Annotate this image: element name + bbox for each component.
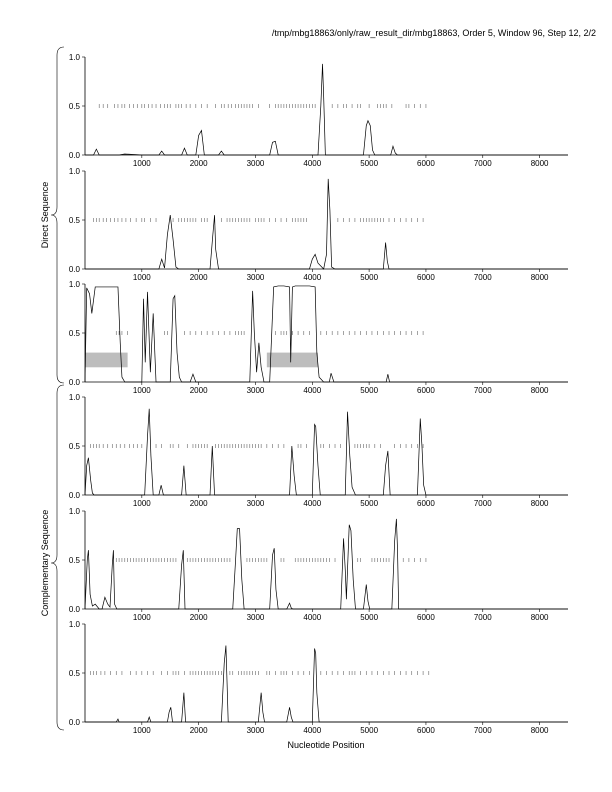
y-tick-label: 1.0 — [69, 167, 81, 176]
x-tick-label: 2000 — [190, 386, 208, 395]
y-tick-label: 0.5 — [69, 442, 81, 451]
figure-title: /tmp/mbg18863/only/raw_result_dir/mbg188… — [272, 28, 596, 38]
x-tick-label: 3000 — [247, 386, 265, 395]
x-tick-label: 5000 — [360, 499, 378, 508]
x-tick-label: 6000 — [417, 726, 435, 735]
x-tick-label: 1000 — [133, 159, 151, 168]
y-tick-label: 0.0 — [69, 605, 81, 614]
x-tick-label: 6000 — [417, 499, 435, 508]
x-tick-label: 1000 — [133, 613, 151, 622]
x-tick-label: 8000 — [531, 726, 549, 735]
predicted-region — [85, 352, 128, 368]
y-tick-label: 1.0 — [69, 53, 81, 62]
panel-4: 0.0 0.5 1.0 1000 2000 3000 4000 5000 6000 7000 800… — [69, 393, 568, 508]
panel-1: 0.0 0.5 1.0 1000 2000 3000 4000 5000 6000 7000 800… — [69, 53, 568, 168]
x-tick-label: 8000 — [531, 159, 549, 168]
y-tick-label: 0.0 — [69, 378, 81, 387]
x-tick-label: 2000 — [190, 726, 208, 735]
x-tick-label: 2000 — [190, 499, 208, 508]
y-tick-label: 1.0 — [69, 393, 81, 402]
direct-sequence-label: Direct Sequence — [40, 182, 50, 249]
x-tick-label: 3000 — [247, 726, 265, 735]
x-tick-label: 1000 — [133, 386, 151, 395]
x-tick-label: 3000 — [247, 499, 265, 508]
y-tick-label: 0.5 — [69, 669, 81, 678]
x-tick-label: 4000 — [303, 499, 321, 508]
x-tick-label: 6000 — [417, 386, 435, 395]
x-tick-label: 5000 — [360, 386, 378, 395]
panel-5: 0.0 0.5 1.0 1000 2000 3000 4000 5000 6000 7000 800… — [69, 507, 568, 622]
y-tick-label: 0.5 — [69, 329, 81, 338]
x-tick-label: 7000 — [474, 499, 492, 508]
x-tick-label: 6000 — [417, 273, 435, 282]
x-tick-label: 1000 — [133, 273, 151, 282]
x-tick-label: 2000 — [190, 159, 208, 168]
x-tick-label: 3000 — [247, 613, 265, 622]
x-tick-label: 6000 — [417, 613, 435, 622]
x-tick-label: 4000 — [303, 273, 321, 282]
x-tick-label: 7000 — [474, 386, 492, 395]
x-tick-label: 2000 — [190, 613, 208, 622]
x-tick-label: 4000 — [303, 159, 321, 168]
y-tick-label: 1.0 — [69, 507, 81, 516]
y-tick-label: 0.5 — [69, 216, 81, 225]
complementary-sequence-label: Complementary Sequence — [40, 510, 50, 617]
x-tick-label: 4000 — [303, 386, 321, 395]
y-tick-label: 0.0 — [69, 718, 81, 727]
x-tick-label: 5000 — [360, 273, 378, 282]
x-tick-label: 3000 — [247, 159, 265, 168]
probability-line — [85, 178, 568, 270]
y-tick-label: 0.0 — [69, 491, 81, 500]
panel-3: 0.0 0.5 1.0 1000 2000 3000 4000 5000 6000 7000 800… — [69, 280, 568, 395]
x-tick-label: 5000 — [360, 726, 378, 735]
x-tick-label: 5000 — [360, 159, 378, 168]
panel-6: 0.0 0.5 1.0 1000 2000 3000 4000 5000 6000 7000 800… — [69, 620, 568, 735]
x-tick-label: 7000 — [474, 273, 492, 282]
y-tick-label: 0.0 — [69, 265, 81, 274]
x-tick-label: 1000 — [133, 499, 151, 508]
x-tick-label: 8000 — [531, 273, 549, 282]
probability-line — [84, 285, 568, 383]
y-tick-label: 0.5 — [69, 556, 81, 565]
x-tick-label: 7000 — [474, 159, 492, 168]
x-axis-label: Nucleotide Position — [287, 740, 364, 750]
probability-line — [85, 645, 568, 723]
x-tick-label: 8000 — [531, 386, 549, 395]
complementary-sequence-bracket — [50, 384, 65, 731]
y-tick-label: 1.0 — [69, 620, 81, 629]
x-tick-label: 1000 — [133, 726, 151, 735]
x-tick-label: 7000 — [474, 613, 492, 622]
x-tick-label: 3000 — [247, 273, 265, 282]
predicted-region — [266, 352, 318, 368]
x-tick-label: 8000 — [531, 613, 549, 622]
x-tick-label: 4000 — [303, 726, 321, 735]
panels: 0.0 0.5 1.0 1000 2000 3000 4000 5000 6000 7000 800… — [69, 53, 568, 735]
probability-line — [84, 408, 568, 496]
y-tick-label: 0.5 — [69, 102, 81, 111]
y-tick-label: 1.0 — [69, 280, 81, 289]
x-tick-label: 7000 — [474, 726, 492, 735]
x-tick-label: 4000 — [303, 613, 321, 622]
probability-line — [85, 63, 568, 156]
direct-sequence-bracket — [50, 46, 65, 384]
panel-2: 0.0 0.5 1.0 1000 2000 3000 4000 5000 6000 7000 800… — [69, 167, 568, 282]
x-tick-label: 8000 — [531, 499, 549, 508]
probability-line — [84, 518, 568, 610]
x-tick-label: 2000 — [190, 273, 208, 282]
x-tick-label: 5000 — [360, 613, 378, 622]
x-tick-label: 6000 — [417, 159, 435, 168]
y-tick-label: 0.0 — [69, 151, 81, 160]
